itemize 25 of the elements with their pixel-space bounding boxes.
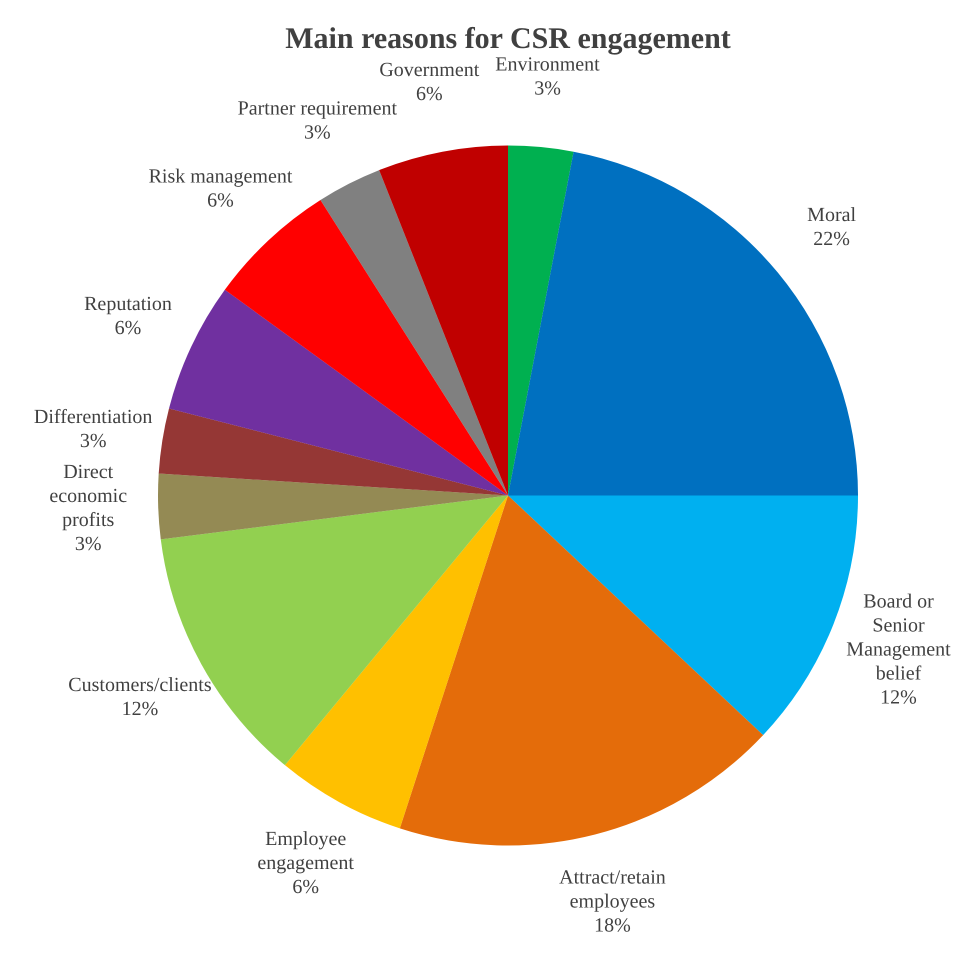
data-label: 3% xyxy=(74,532,102,555)
data-label: 6% xyxy=(292,876,319,898)
slice-label: Moral xyxy=(807,204,856,226)
slice-label: Differentiation xyxy=(34,406,152,428)
slice-label: Government xyxy=(379,59,480,82)
data-label: 12% xyxy=(122,698,158,720)
slice-label: Customers/clients xyxy=(68,674,212,696)
slice-label: Environment xyxy=(495,54,600,76)
data-label: 6% xyxy=(114,316,142,339)
slice-label: Board or Senior Management belief xyxy=(846,590,952,684)
data-label: 6% xyxy=(416,83,443,106)
data-label: 3% xyxy=(534,78,561,100)
data-label: 12% xyxy=(880,686,917,708)
data-label: 6% xyxy=(207,190,234,212)
data-label: 3% xyxy=(80,430,107,452)
data-label: 3% xyxy=(304,122,331,144)
slice-label: Reputation xyxy=(84,292,172,315)
slice-label: Attract/retain employees xyxy=(559,866,666,913)
data-label: 22% xyxy=(813,228,850,250)
slice-label: Partner requirement xyxy=(238,98,398,120)
chart-title: Main reasons for CSR engagement xyxy=(285,22,731,55)
data-label: 18% xyxy=(594,914,631,937)
slice-label: Risk management xyxy=(148,166,293,188)
slice-label: Employee engagement xyxy=(257,828,354,874)
slice-label: Direct economic profits xyxy=(49,460,128,531)
